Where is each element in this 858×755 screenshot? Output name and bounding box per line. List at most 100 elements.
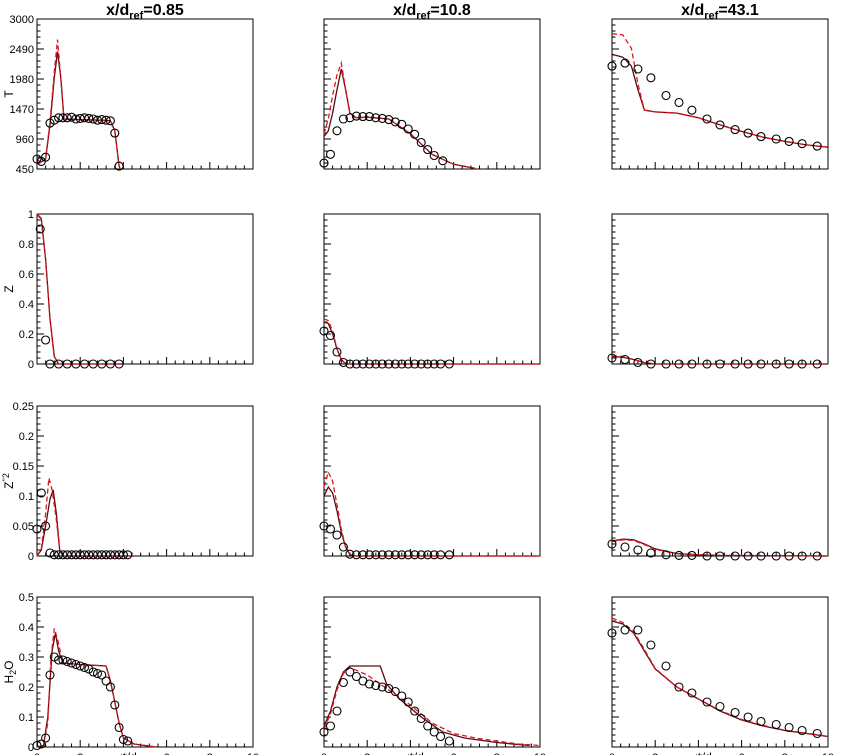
data-point-marker <box>88 550 98 560</box>
data-point-marker <box>812 728 822 739</box>
panel-r1-c2 <box>319 18 541 170</box>
data-point-marker <box>364 550 374 560</box>
data-point-marker <box>54 655 64 665</box>
series-dashed-line <box>323 666 541 747</box>
data-point-marker <box>620 354 630 365</box>
data-point-marker <box>332 347 342 357</box>
data-point-marker <box>784 551 794 561</box>
data-point-marker <box>62 550 72 560</box>
panel-frame <box>36 405 254 557</box>
data-point-marker <box>105 116 115 126</box>
panel-frame <box>36 596 254 748</box>
y-tick-label: 0.05 <box>13 521 34 533</box>
data-point-marker <box>118 734 128 745</box>
data-point-marker <box>730 359 740 369</box>
data-point-marker <box>812 141 822 151</box>
data-point-marker <box>332 126 342 136</box>
data-point-marker <box>35 224 45 234</box>
column-title-subscript: ref <box>704 10 718 22</box>
x-tick-label: 2 <box>364 752 370 755</box>
data-point-marker <box>436 550 446 560</box>
y-axis-label-main: T <box>2 90 16 98</box>
series-dashed-line <box>611 355 828 365</box>
data-point-marker <box>429 727 439 737</box>
data-point-marker <box>444 550 454 560</box>
data-point-marker <box>410 706 420 716</box>
series-dashed-line <box>323 470 540 557</box>
data-point-marker <box>687 359 697 369</box>
data-point-marker <box>114 550 124 560</box>
data-point-marker <box>54 359 64 369</box>
data-point-marker <box>58 113 68 123</box>
data-point-marker <box>49 550 59 560</box>
data-point-marker <box>384 550 394 560</box>
series-solid-line <box>611 620 829 738</box>
data-point-marker <box>71 114 81 124</box>
data-point-marker <box>771 719 781 730</box>
data-point-marker <box>702 551 712 561</box>
y-axis-label: T <box>2 90 16 98</box>
data-point-marker <box>687 550 697 560</box>
data-point-marker <box>92 115 103 125</box>
x-tick-label: 6 <box>451 752 457 755</box>
data-point-marker <box>351 111 361 121</box>
data-point-marker <box>49 115 59 125</box>
data-point-marker <box>674 359 684 369</box>
data-point-marker <box>756 716 766 727</box>
series-solid-line <box>323 485 540 557</box>
data-point-marker <box>58 550 68 560</box>
data-point-marker <box>607 539 617 549</box>
series-solid-line <box>611 53 829 148</box>
y-tick-label: 0 <box>28 359 34 371</box>
data-point-marker <box>345 667 355 677</box>
data-point-marker <box>105 682 115 692</box>
data-point-marker <box>118 550 128 560</box>
data-point-marker <box>715 701 725 712</box>
x-axis-label: y/dref <box>408 750 435 755</box>
data-point-marker <box>410 129 420 139</box>
y-tick-label: 450 <box>16 164 34 176</box>
data-point-marker <box>88 359 98 369</box>
data-point-marker <box>702 697 712 707</box>
data-point-marker <box>92 550 103 560</box>
panel-frame <box>611 18 829 170</box>
y-tick-label: 2490 <box>10 44 34 56</box>
data-point-marker <box>397 691 407 701</box>
data-point-marker <box>75 661 85 671</box>
data-point-marker <box>797 725 807 736</box>
data-point-marker <box>390 359 400 369</box>
data-point-marker <box>715 551 725 561</box>
panel-r3-c2 <box>319 405 541 560</box>
column-title-value: =43.1 <box>718 2 759 19</box>
data-point-marker <box>607 628 617 638</box>
data-point-marker <box>633 625 643 635</box>
data-point-marker <box>444 736 454 746</box>
data-point-marker <box>410 550 420 560</box>
series-dashed-line <box>611 617 829 737</box>
data-point-marker <box>646 640 656 650</box>
series-solid-line <box>36 51 121 170</box>
data-point-marker <box>345 359 355 369</box>
data-point-marker <box>325 524 336 534</box>
data-point-marker <box>756 359 766 369</box>
data-point-marker <box>715 359 725 369</box>
y-axis-label-rest: O <box>2 660 16 669</box>
x-axis-label-main: y/d <box>121 750 137 755</box>
data-point-marker <box>358 112 368 122</box>
y-tick-label: 0.2 <box>19 682 34 694</box>
data-point-marker <box>319 158 329 168</box>
data-point-marker <box>110 550 120 560</box>
x-tick-label: 0 <box>609 752 615 755</box>
data-point-marker <box>436 731 446 742</box>
panel-frame <box>323 18 541 170</box>
column-title-value: =10.8 <box>430 2 471 19</box>
y-tick-label: 0.3 <box>19 652 34 664</box>
data-point-marker <box>364 112 374 122</box>
series-solid-line <box>36 632 156 748</box>
data-point-marker <box>364 679 374 689</box>
data-point-marker <box>101 550 111 560</box>
x-axis-label-main: y/d <box>408 750 424 755</box>
data-point-marker <box>371 113 381 123</box>
series-dashed-line <box>36 628 156 748</box>
